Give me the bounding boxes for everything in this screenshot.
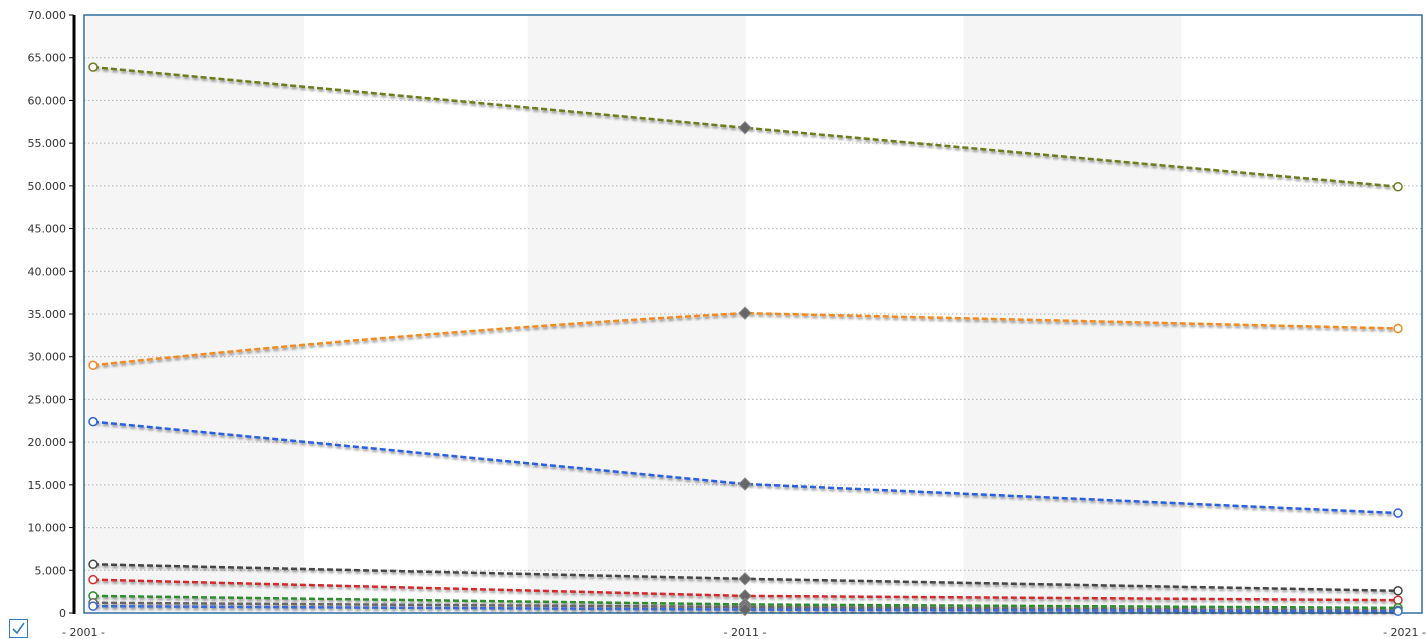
data-point-marker[interactable] bbox=[738, 477, 752, 491]
y-axis-ticks: 0 5.000 10.000 15.000 20.000 25.000 30.000 35.0… bbox=[28, 9, 74, 620]
y-tick-label: 35.000 bbox=[28, 308, 67, 321]
y-tick-label: 15.000 bbox=[28, 479, 67, 492]
series-line bbox=[92, 601, 1399, 612]
data-point-marker[interactable] bbox=[1393, 606, 1403, 617]
y-tick-label: 20.000 bbox=[28, 436, 67, 449]
y-tick-label: 50.000 bbox=[28, 180, 67, 193]
data-point-marker[interactable] bbox=[1393, 595, 1403, 605]
x-tick-label: - 2021 - bbox=[1383, 626, 1426, 639]
data-point-marker[interactable] bbox=[738, 572, 752, 586]
data-point-marker[interactable] bbox=[88, 574, 98, 585]
data-point-marker[interactable] bbox=[738, 121, 752, 135]
y-tick-label: 55.000 bbox=[28, 137, 67, 150]
x-tick-label: - 2011 - bbox=[724, 626, 767, 639]
series-markers bbox=[88, 62, 1403, 617]
y-tick-label: 0 bbox=[59, 607, 66, 620]
data-point-marker[interactable] bbox=[1393, 586, 1403, 596]
data-point-marker[interactable] bbox=[738, 306, 752, 320]
legend-toggle-checkbox[interactable] bbox=[9, 619, 28, 638]
data-point-marker[interactable] bbox=[88, 601, 98, 611]
plot-frame bbox=[83, 14, 1423, 614]
y-tick-label: 25.000 bbox=[28, 393, 67, 406]
y-tick-label: 70.000 bbox=[28, 9, 67, 22]
data-point-marker[interactable] bbox=[88, 416, 98, 427]
series-line bbox=[92, 594, 1399, 610]
series-line bbox=[92, 578, 1399, 602]
data-point-marker[interactable] bbox=[1393, 181, 1403, 192]
series-lines bbox=[92, 65, 1399, 613]
y-tick-label: 10.000 bbox=[28, 522, 67, 535]
y-tick-label: 5.000 bbox=[35, 564, 67, 577]
data-point-marker[interactable] bbox=[1393, 323, 1403, 334]
data-point-marker[interactable] bbox=[738, 602, 752, 617]
data-point-marker[interactable] bbox=[88, 62, 98, 72]
series-line bbox=[92, 563, 1399, 593]
checkmark-icon bbox=[12, 622, 25, 635]
data-point-marker[interactable] bbox=[88, 360, 98, 371]
data-point-marker[interactable] bbox=[1393, 508, 1403, 518]
series-line bbox=[92, 604, 1399, 613]
y-tick-label: 65.000 bbox=[28, 52, 67, 65]
data-point-marker[interactable] bbox=[88, 559, 98, 570]
background-band bbox=[86, 15, 304, 613]
x-axis-ticks: - 2001 - - 2011 - - 2021 - bbox=[62, 626, 1426, 639]
y-tick-label: 30.000 bbox=[28, 351, 67, 364]
y-tick-label: 45.000 bbox=[28, 223, 67, 236]
y-tick-label: 60.000 bbox=[28, 94, 67, 107]
y-tick-label: 40.000 bbox=[28, 265, 67, 278]
x-tick-label: - 2001 - bbox=[62, 626, 105, 639]
